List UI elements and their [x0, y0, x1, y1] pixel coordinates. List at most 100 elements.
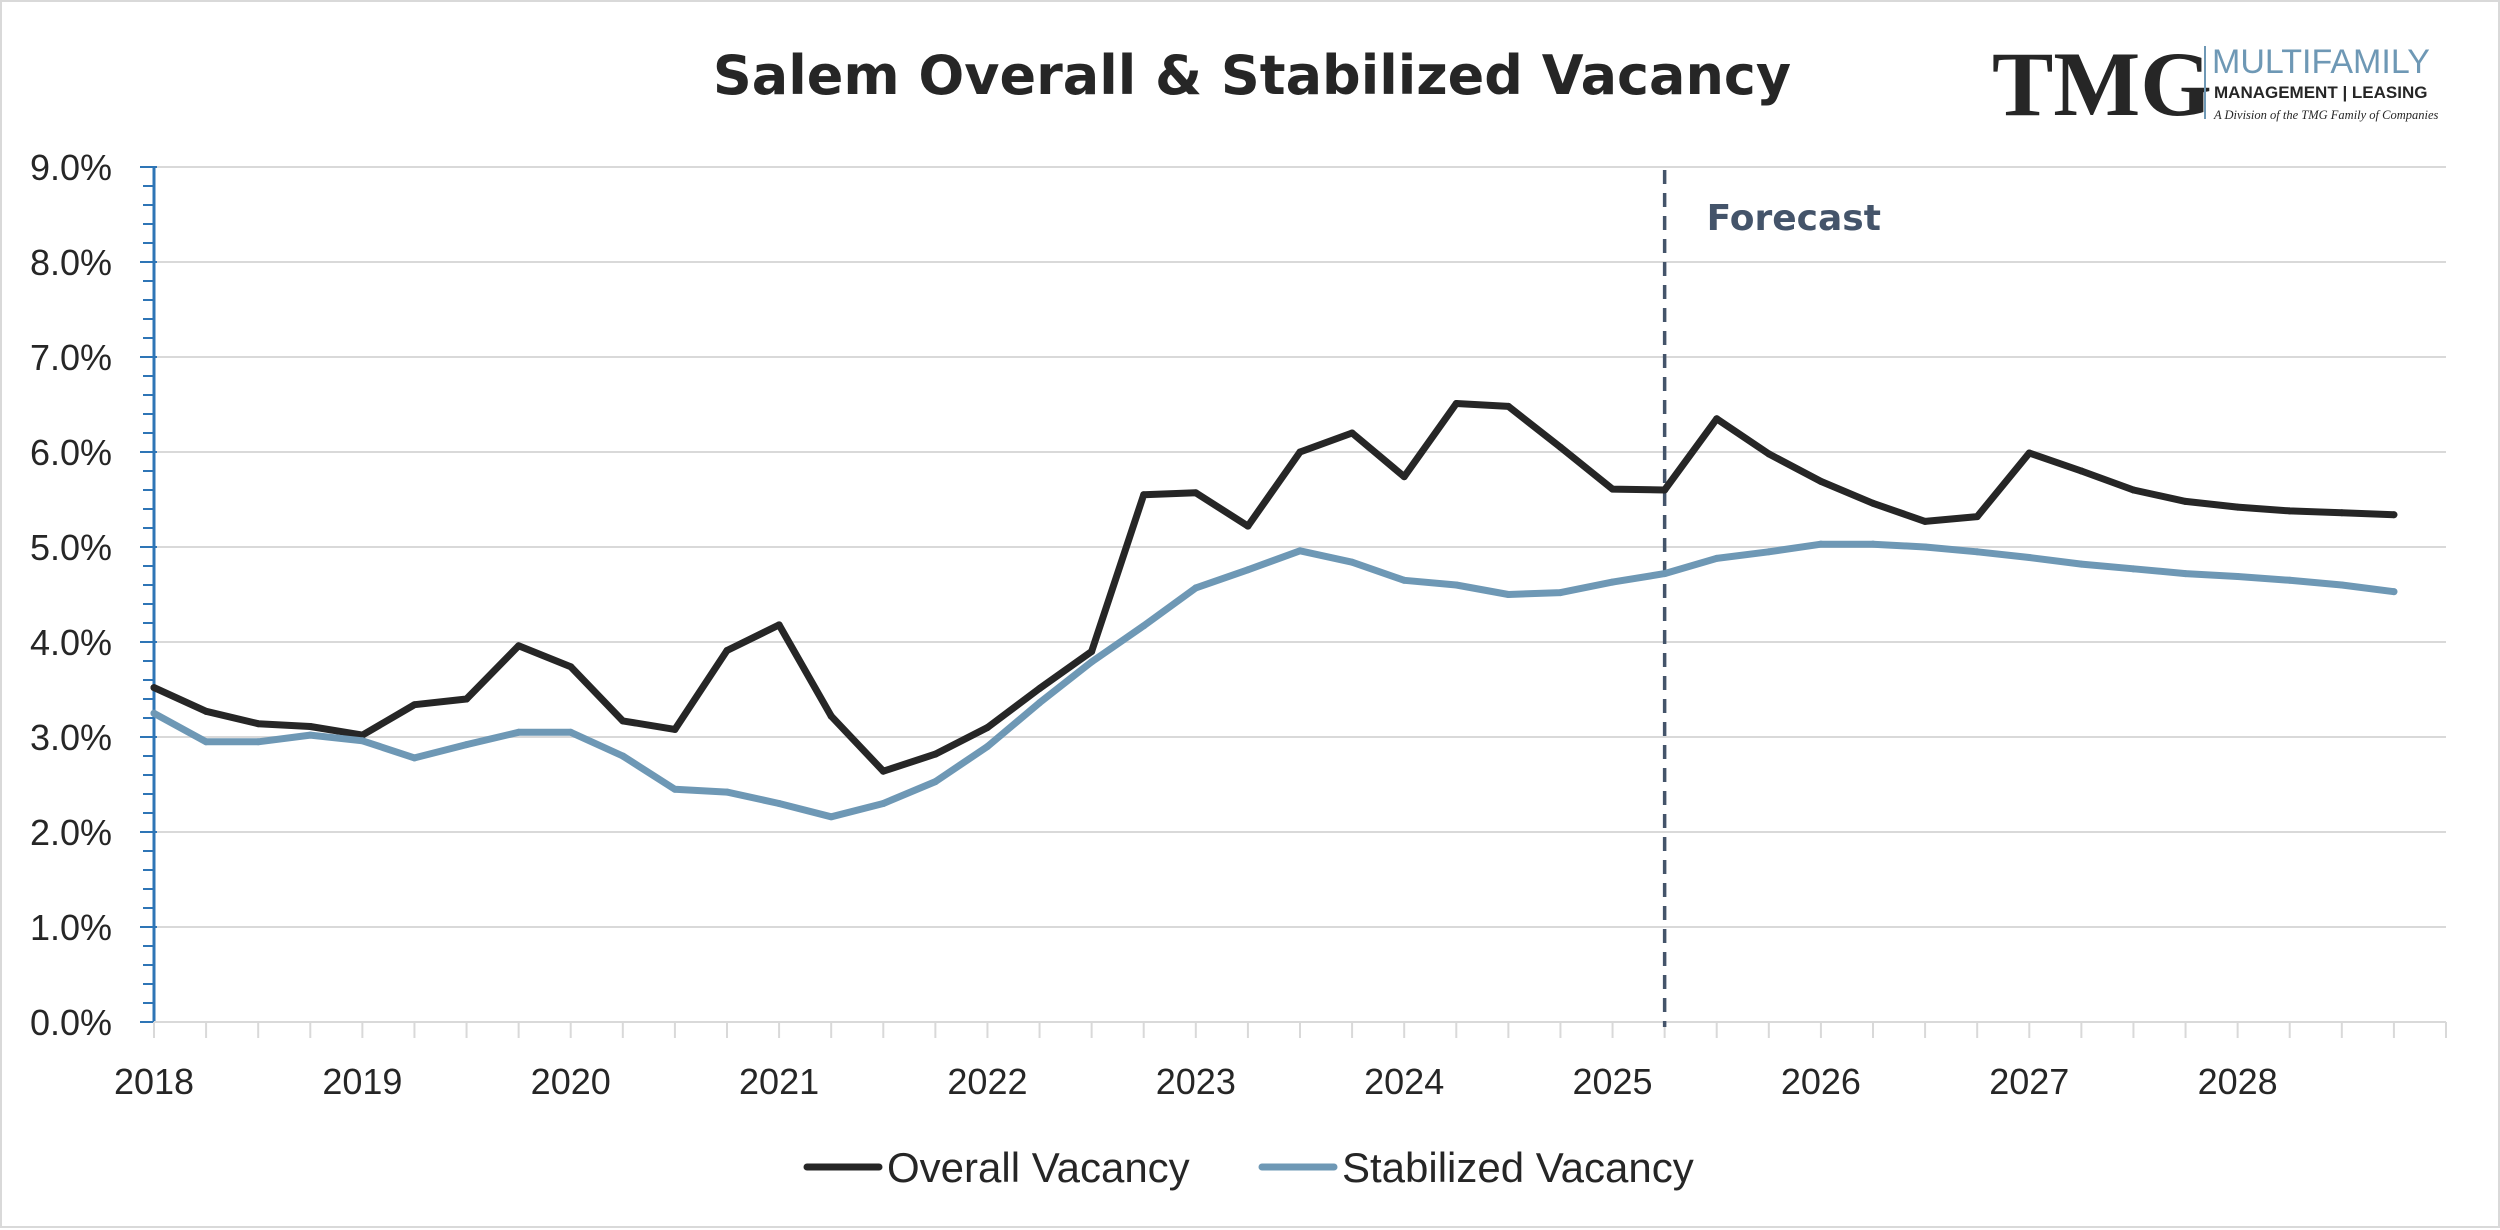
- data-point: [1036, 699, 1044, 707]
- logo-management-leasing: MANAGEMENT | LEASING: [2214, 83, 2427, 102]
- data-point: [515, 642, 523, 650]
- axes: [140, 166, 2447, 1038]
- data-point: [2338, 581, 2346, 589]
- data-point: [2234, 503, 2242, 511]
- data-point: [619, 752, 627, 760]
- x-tick-label: 2025: [1572, 1061, 1652, 1102]
- data-point: [1713, 415, 1721, 423]
- data-point: [1088, 648, 1096, 655]
- data-point: [1244, 566, 1252, 574]
- logo-multifamily: MULTIFAMILY: [2212, 43, 2430, 81]
- data-point: [463, 741, 471, 749]
- data-point: [1400, 473, 1408, 481]
- data-point: [827, 712, 835, 720]
- company-logo: TMG MULTIFAMILY MANAGEMENT | LEASING A D…: [1992, 33, 2439, 135]
- data-point: [410, 754, 418, 762]
- data-point: [2182, 497, 2190, 505]
- data-point: [1609, 578, 1617, 586]
- y-tick-label: 7.0%: [30, 337, 112, 378]
- x-tick-label: 2026: [1781, 1061, 1861, 1102]
- forecast-label: Forecast: [1707, 198, 1881, 239]
- data-point: [1661, 486, 1669, 494]
- data-point: [1140, 491, 1148, 499]
- forecast-annotation: Forecast: [1662, 170, 1881, 1027]
- legend-label: Overall Vacancy: [887, 1144, 1190, 1191]
- data-point: [1869, 540, 1877, 548]
- data-point: [1504, 591, 1512, 598]
- data-point: [1348, 558, 1356, 566]
- data-point: [2286, 507, 2294, 515]
- data-point: [1192, 584, 1200, 592]
- data-point: [619, 717, 627, 725]
- data-point: [2077, 560, 2085, 568]
- y-tick-label: 1.0%: [30, 907, 112, 948]
- series-line-stabilized-vacancy: [150, 540, 2398, 821]
- logo-division-text: A Division of the TMG Family of Companie…: [2213, 108, 2439, 122]
- data-point: [1244, 522, 1252, 530]
- data-point: [1036, 685, 1044, 693]
- data-point: [1973, 548, 1981, 556]
- y-tick-label: 0.0%: [30, 1002, 112, 1043]
- chart-title: Salem Overall & Stabilized Vacancy: [713, 44, 1791, 107]
- data-point: [1661, 570, 1669, 578]
- data-point: [1452, 400, 1460, 408]
- data-point: [775, 800, 783, 807]
- y-axis-tick-labels: 0.0% 1.0% 2.0% 3.0% 4.0% 5.0% 6.0% 7.0% 8.0% 9.0%: [30, 147, 112, 1043]
- data-point: [202, 707, 210, 715]
- y-tick-label: 6.0%: [30, 432, 112, 473]
- data-point: [1921, 543, 1929, 551]
- data-point: [1817, 477, 1825, 485]
- data-point: [1452, 581, 1460, 589]
- data-point: [1296, 547, 1304, 555]
- x-tick-label: 2018: [114, 1061, 194, 1102]
- legend-label: Stabilized Vacancy: [1342, 1144, 1694, 1191]
- data-point: [1296, 448, 1304, 456]
- data-point: [983, 743, 991, 750]
- data-point: [150, 709, 158, 717]
- data-point: [306, 731, 314, 739]
- x-tick-label: 2019: [322, 1061, 402, 1102]
- logo-wordmark: TMG: [1992, 33, 2212, 135]
- data-point: [2129, 565, 2137, 573]
- series-lines: [150, 400, 2398, 821]
- data-point: [775, 621, 783, 629]
- data-point: [1713, 554, 1721, 562]
- data-point: [1817, 540, 1825, 548]
- data-point: [1504, 402, 1512, 410]
- data-point: [2025, 449, 2033, 457]
- data-point: [1400, 576, 1408, 584]
- x-tick-label: 2022: [947, 1061, 1027, 1102]
- data-point: [2182, 570, 2190, 578]
- series-line-overall-vacancy: [150, 400, 2398, 775]
- data-point: [879, 800, 887, 807]
- data-point: [1348, 429, 1356, 437]
- data-point: [567, 663, 575, 671]
- data-point: [254, 720, 262, 728]
- x-tick-label: 2024: [1364, 1061, 1444, 1102]
- data-point: [1192, 489, 1200, 497]
- legend: Overall Vacancy Stabilized Vacancy: [803, 1144, 1694, 1191]
- x-tick-label: 2028: [2198, 1061, 2278, 1102]
- data-point: [150, 684, 158, 692]
- data-point: [202, 738, 210, 746]
- data-point: [1140, 622, 1148, 630]
- data-point: [1921, 517, 1929, 525]
- y-tick-label: 5.0%: [30, 527, 112, 568]
- data-point: [1765, 450, 1773, 458]
- data-point: [983, 724, 991, 731]
- data-point: [410, 701, 418, 709]
- data-point: [2129, 486, 2137, 494]
- data-point: [931, 778, 939, 786]
- data-point: [2234, 572, 2242, 580]
- data-point: [723, 647, 731, 655]
- data-point: [2338, 509, 2346, 517]
- data-point: [1609, 485, 1617, 493]
- data-point: [2390, 511, 2398, 519]
- gridlines: [154, 166, 2446, 928]
- data-point: [931, 750, 939, 758]
- data-point: [1556, 589, 1564, 597]
- data-point: [2077, 467, 2085, 475]
- y-tick-label: 3.0%: [30, 717, 112, 758]
